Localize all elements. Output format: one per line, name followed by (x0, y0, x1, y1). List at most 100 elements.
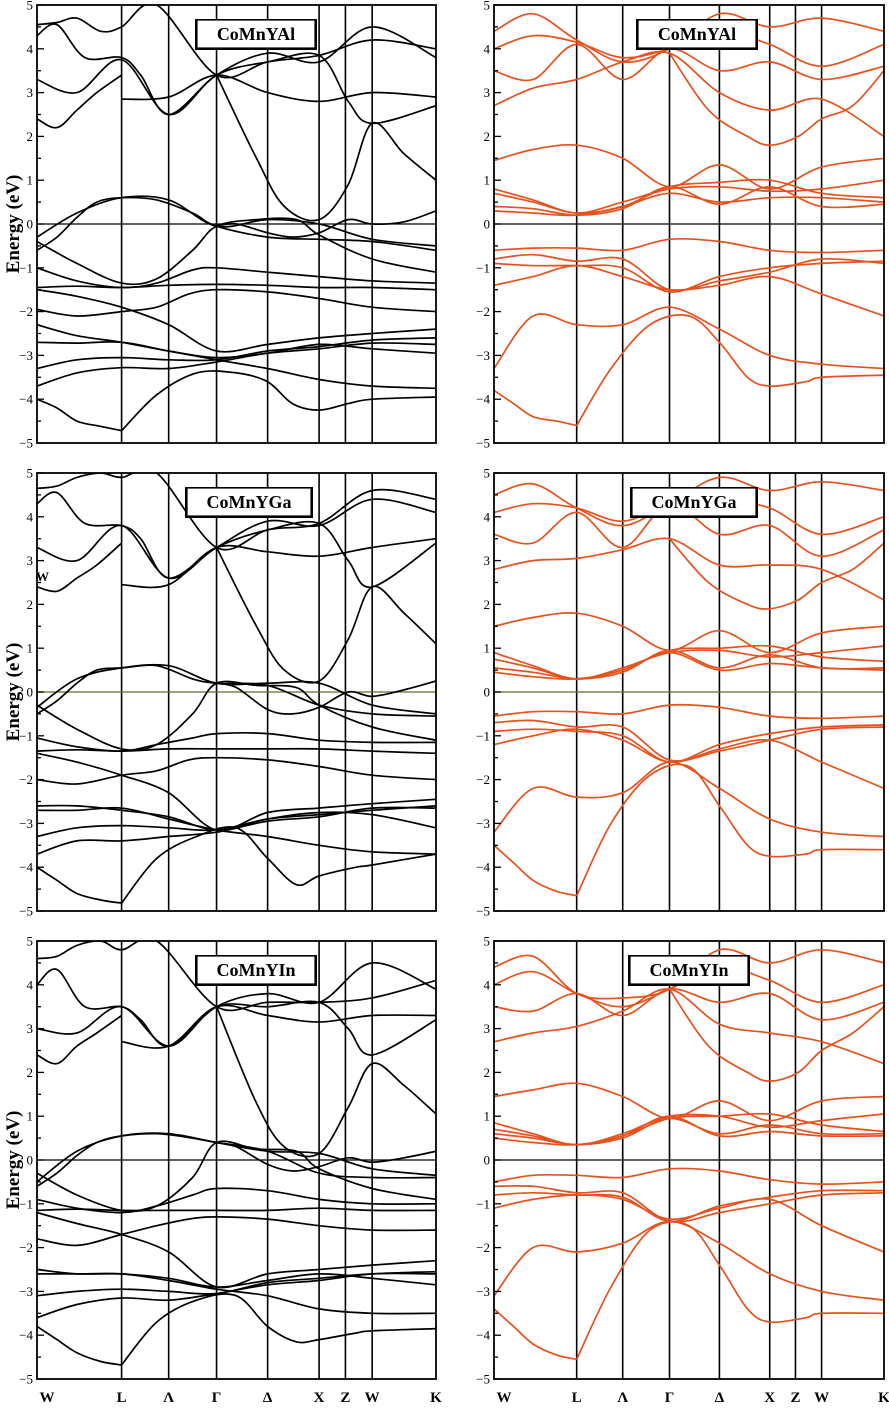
y-tick-label: −3 (19, 816, 33, 831)
band-line-9 (494, 185, 884, 217)
y-tick-label: −5 (19, 436, 33, 451)
chart-title: CoMnYIn (216, 960, 295, 980)
band-line-7 (37, 756, 436, 785)
band-line-8 (37, 288, 436, 353)
band-line-8 (494, 192, 884, 217)
chart-title: CoMnYGa (207, 492, 292, 512)
chart-title: CoMnYAl (658, 24, 736, 44)
band-line-20 (37, 473, 436, 551)
kpoint-label: X (314, 1390, 325, 1406)
y-tick-label: −1 (476, 260, 490, 275)
band-line-12 (37, 217, 436, 286)
band-line-1 (494, 1308, 577, 1361)
bands (494, 12, 884, 427)
kpoint-label: K (878, 1390, 889, 1406)
chart-title: CoMnYIn (649, 960, 728, 980)
band-line-2 (575, 314, 884, 426)
y-tick-label: −2 (19, 1240, 33, 1255)
y-tick-label: −4 (476, 1328, 490, 1343)
kpoint-label: W (497, 1390, 512, 1406)
bands (37, 5, 436, 432)
band-line-3 (494, 306, 884, 370)
band-line-7 (37, 1216, 436, 1247)
y-axis-label: Energy (eV) (3, 1111, 24, 1210)
y-tick-label: 2 (484, 597, 491, 612)
y-tick-label: 0 (27, 217, 34, 232)
band-line-16 (121, 537, 436, 589)
band-line-19 (37, 962, 436, 1047)
band-line-9 (37, 283, 436, 291)
band-line-18 (37, 1000, 436, 1056)
y-tick-label: −4 (19, 1328, 33, 1343)
title-box (637, 19, 757, 49)
band-line-10 (37, 1187, 436, 1214)
band-line-2 (120, 370, 436, 432)
kpoint-label: Z (340, 1390, 350, 1406)
bands (37, 473, 436, 904)
band-line-14 (494, 537, 884, 601)
y-tick-label: −2 (476, 1240, 490, 1255)
band-line-17 (494, 948, 884, 1000)
band-line-14 (494, 988, 884, 1065)
y-tick-label: 1 (484, 641, 491, 656)
y-tick-label: 0 (484, 217, 491, 232)
title-box (629, 955, 749, 985)
kpoint-label: L (572, 1390, 582, 1406)
y-tick-label: 0 (484, 685, 491, 700)
y-tick-label: −1 (476, 1196, 490, 1211)
y-tick-label: 4 (27, 509, 34, 524)
band-line-15 (37, 1014, 123, 1065)
kpoint-label: Γ (212, 1390, 222, 1406)
kpoint-label: K (430, 1390, 442, 1406)
band-line-7 (494, 237, 884, 254)
band-line-11 (494, 645, 884, 680)
y-tick-label: −2 (476, 772, 490, 787)
band-line-2 (120, 1293, 436, 1366)
chart-title: CoMnYAl (217, 24, 295, 44)
band-line-5 (494, 260, 884, 293)
y-tick-label: 1 (484, 1109, 491, 1124)
y-tick-label: 5 (27, 466, 34, 481)
bands (494, 948, 884, 1361)
band-line-1 (37, 1325, 122, 1366)
y-tick-label: −2 (19, 304, 33, 319)
band-line-7 (494, 703, 884, 720)
chart-title: CoMnYGa (652, 492, 737, 512)
y-axis-label: Energy (eV) (3, 175, 24, 274)
y-tick-label: 2 (27, 1065, 34, 1080)
band-line-2 (120, 826, 436, 904)
band-line-1 (494, 844, 577, 897)
y-tick-label: 4 (484, 41, 491, 56)
y-tick-label: −2 (476, 304, 490, 319)
band-line-5 (37, 340, 436, 390)
title-box (631, 487, 757, 517)
y-tick-label: 4 (27, 41, 34, 56)
band-line-3 (494, 1220, 884, 1302)
band-line-7 (37, 288, 436, 317)
y-tick-label: 4 (484, 509, 491, 524)
y-tick-label: −1 (19, 260, 33, 275)
y-tick-label: 3 (27, 1021, 34, 1036)
band-line-17 (215, 547, 436, 684)
y-tick-label: 3 (484, 1021, 491, 1036)
band-line-17 (215, 1006, 436, 1158)
band-line-13 (668, 538, 884, 610)
y-tick-label: 1 (27, 173, 34, 188)
band-panel-4: −5 −4 −3 −2 −1 0 1 2 3 4 5 CoMnYGa (476, 466, 885, 919)
band-panel-1: −5 −4 −3 −2 −1 0 1 2 3 4 5 Energy (eV) CoMnYAl (3, 0, 437, 451)
band-panel-5: −5 −4 −3 −2 −1 0 1 2 3 4 5 Energy (eV) CoMnYIn W L Λ Γ Δ X… (3, 934, 442, 1407)
y-tick-label: 3 (484, 85, 491, 100)
band-line-14 (216, 1141, 436, 1172)
band-line-15 (37, 542, 123, 593)
y-tick-label: 4 (27, 977, 34, 992)
band-line-18 (37, 520, 436, 588)
y-tick-label: −5 (476, 436, 490, 451)
band-line-13 (668, 52, 884, 147)
band-line-20 (37, 5, 436, 79)
band-line-3 (494, 761, 884, 838)
band-line-6 (37, 323, 436, 359)
kpoint-label: W (814, 1390, 829, 1406)
band-line-6 (494, 1184, 884, 1223)
y-tick-label: 2 (27, 597, 34, 612)
kpoint-label: Δ (715, 1390, 725, 1406)
